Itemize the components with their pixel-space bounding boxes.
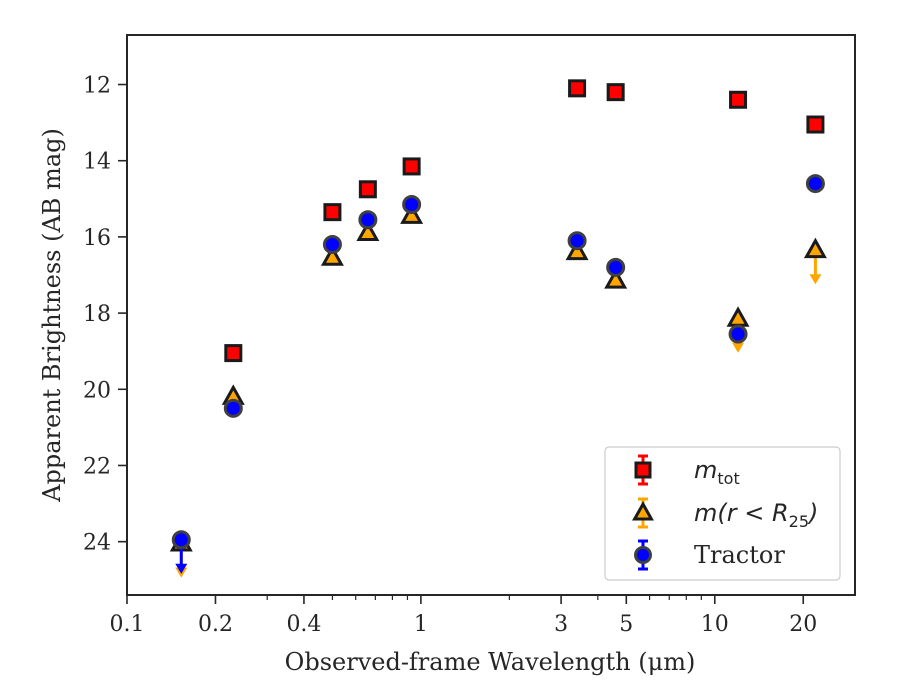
x-axis-label: Observed-frame Wavelength (μm) bbox=[285, 648, 696, 676]
data-points bbox=[169, 79, 827, 578]
x-tick-label: 5 bbox=[619, 612, 633, 637]
square-point bbox=[806, 115, 825, 134]
circle-point bbox=[322, 235, 342, 255]
legend-box bbox=[604, 446, 841, 581]
y-tick-label: 16 bbox=[83, 226, 111, 251]
x-tick-label: 0.1 bbox=[110, 612, 145, 637]
y-axis-label: Apparent Brightness (AB mag) bbox=[38, 128, 66, 503]
series-square bbox=[224, 79, 825, 363]
upper-limit-arrow-head bbox=[732, 342, 745, 353]
y-axis-ticks: 12 14 16 18 20 22 24 bbox=[83, 74, 127, 556]
circle-point bbox=[358, 210, 378, 230]
triangle-point bbox=[356, 220, 380, 242]
y-tick-label: 22 bbox=[83, 454, 111, 479]
x-tick-label: 20 bbox=[789, 612, 817, 637]
legend-circle-marker bbox=[634, 546, 652, 564]
square-point bbox=[729, 90, 748, 109]
x-tick-label: 10 bbox=[701, 612, 729, 637]
circle-point bbox=[223, 398, 243, 418]
y-tick-label: 18 bbox=[83, 302, 111, 327]
triangle-point bbox=[320, 245, 344, 266]
circle-point bbox=[402, 195, 422, 215]
x-tick-label: 3 bbox=[554, 612, 568, 637]
axes-frame bbox=[126, 34, 856, 596]
y-tick-label: 20 bbox=[83, 378, 111, 403]
x-axis-ticks: 0.1 0.2 0.4 1 3 5 10 20 bbox=[110, 595, 817, 637]
circle-point bbox=[728, 324, 748, 344]
upper-limit-arrow-head bbox=[175, 563, 188, 574]
upper-limit-arrow-head bbox=[809, 274, 822, 285]
triangle-point bbox=[400, 203, 424, 224]
y-tick-label: 14 bbox=[83, 150, 111, 175]
triangle-point bbox=[726, 306, 750, 327]
legend-label: mtot bbox=[694, 456, 740, 488]
circle-point bbox=[171, 530, 191, 550]
square-point bbox=[606, 83, 625, 102]
legend-square-marker bbox=[634, 461, 652, 479]
legend-triangle-marker bbox=[632, 501, 654, 521]
triangle-point bbox=[803, 237, 827, 259]
triangle-point bbox=[604, 268, 628, 289]
square-point bbox=[402, 157, 421, 176]
circle-point bbox=[805, 174, 825, 194]
plot-area bbox=[126, 34, 856, 596]
y-tick-label: 24 bbox=[83, 531, 111, 556]
x-tick-label: 1 bbox=[414, 612, 428, 637]
square-point bbox=[224, 344, 243, 363]
circle-point bbox=[567, 231, 587, 251]
series-circle bbox=[171, 174, 825, 574]
legend: mtot m(r < R25) Tractor bbox=[604, 446, 841, 581]
y-tick-label: 12 bbox=[83, 74, 111, 99]
legend-label: m(r < R25) bbox=[694, 499, 818, 531]
square-point bbox=[323, 203, 342, 222]
triangle-point bbox=[565, 239, 589, 261]
square-point bbox=[358, 180, 377, 199]
x-tick-label: 0.2 bbox=[198, 612, 233, 637]
circle-point bbox=[606, 257, 626, 277]
legend-label: Tractor bbox=[694, 541, 785, 569]
square-point bbox=[568, 79, 587, 98]
x-tick-label: 0.4 bbox=[286, 612, 321, 637]
